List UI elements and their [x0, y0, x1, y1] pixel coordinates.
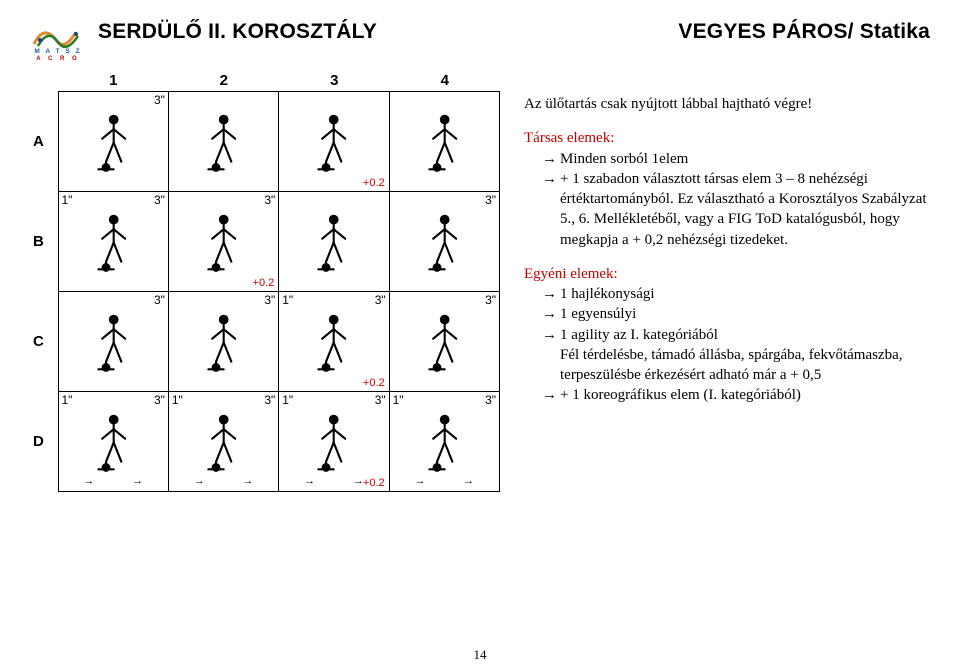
individual-elements-list: 1 hajlékonysági1 egyensúlyi1 agility az …: [524, 284, 930, 406]
transition-arrows: →→: [396, 475, 493, 487]
hold-right: 3": [154, 294, 165, 306]
transition-arrows: →→: [285, 475, 382, 487]
element-cell: 1" 3": [58, 192, 168, 292]
hold-right: 3": [154, 394, 165, 406]
hold-left: 1": [62, 194, 73, 206]
element-cell: [389, 92, 499, 192]
logo-text-top: M A T S Z: [34, 48, 81, 55]
pose-figure: [396, 210, 493, 277]
pose-figure: [396, 310, 493, 377]
pose-figure: [175, 210, 272, 277]
hold-left: 1": [393, 394, 404, 406]
element-cell: 1" 3" +0.2: [279, 292, 389, 392]
element-cell: 3": [389, 292, 499, 392]
difficulty-bonus: +0.2: [363, 177, 385, 189]
hold-right: 3": [154, 194, 165, 206]
row-label: D: [30, 392, 58, 492]
hold-right: 3": [375, 294, 386, 306]
col-num: 1: [58, 72, 169, 89]
pose-figure: [285, 110, 382, 177]
pose-figure: [65, 310, 162, 377]
titles: SERDÜLŐ II. KOROSZTÁLY VEGYES PÁROS/ Sta…: [98, 18, 930, 44]
list-item: Minden sorból 1elem: [542, 149, 930, 169]
pose-figure: [175, 310, 272, 377]
hold-right: 3": [485, 394, 496, 406]
row-label: B: [30, 192, 58, 292]
element-cell: [168, 92, 278, 192]
section-title-partner: Társas elemek:: [524, 128, 930, 148]
hold-left: 1": [172, 394, 183, 406]
lead-text: Az ülőtartás csak nyújtott lábbal hajtha…: [524, 94, 930, 114]
page-header: M A T S Z A C R O SERDÜLŐ II. KOROSZTÁLY…: [30, 18, 930, 62]
element-cell: 1" 3" →→: [389, 392, 499, 492]
hold-right: 3": [485, 294, 496, 306]
hold-left: 1": [282, 294, 293, 306]
hold-right: 3": [264, 394, 275, 406]
logo-text-bottom: A C R O: [36, 56, 79, 62]
list-item: 1 hajlékonysági: [542, 284, 930, 304]
element-table: 1 2 3 4 A 3": [30, 72, 500, 492]
hold-left: 1": [282, 394, 293, 406]
hold-right: 3": [264, 294, 275, 306]
requirements-text: Az ülőtartás csak nyújtott lábbal hajtha…: [524, 72, 930, 492]
pose-figure: [175, 110, 272, 177]
title-left: SERDÜLŐ II. KOROSZTÁLY: [98, 20, 377, 44]
logo: M A T S Z A C R O: [30, 18, 86, 62]
row-label: C: [30, 292, 58, 392]
element-cell: 3" +0.2: [168, 192, 278, 292]
list-item: + 1 koreográfikus elem (I. kategóriából): [542, 385, 930, 405]
page-number: 14: [0, 647, 960, 663]
transition-arrows: →→: [65, 475, 162, 487]
col-num: 2: [169, 72, 280, 89]
element-cell: 1" 3" →→: [58, 392, 168, 492]
hold-right: 3": [154, 94, 165, 106]
difficulty-bonus: +0.2: [253, 277, 275, 289]
col-num: 3: [279, 72, 390, 89]
pose-figure: [285, 210, 382, 277]
section-title-individual: Egyéni elemek:: [524, 264, 930, 284]
element-cell: [279, 192, 389, 292]
element-cell: 1" 3" →→: [168, 392, 278, 492]
element-cell: 3": [389, 192, 499, 292]
element-cell: 1"3" +0.2→→: [279, 392, 389, 492]
element-cell: +0.2: [279, 92, 389, 192]
transition-arrows: →→: [175, 475, 272, 487]
title-right: VEGYES PÁROS/ Statika: [678, 20, 930, 44]
pose-figure: [285, 410, 382, 477]
list-item: + 1 szabadon választott társas elem 3 – …: [542, 169, 930, 250]
elements-grid: A 3": [30, 91, 500, 492]
pose-figure: [65, 110, 162, 177]
list-item: 1 egyensúlyi: [542, 304, 930, 324]
pose-figure: [396, 410, 493, 477]
pose-figure: [175, 410, 272, 477]
element-cell: 3": [168, 292, 278, 392]
hold-left: 1": [62, 394, 73, 406]
difficulty-bonus: +0.2: [363, 377, 385, 389]
element-cell: 3": [58, 92, 168, 192]
pose-figure: [65, 210, 162, 277]
list-item: 1 agility az I. kategóriábólFél térdelés…: [542, 325, 930, 386]
pose-figure: [285, 310, 382, 377]
pose-figure: [65, 410, 162, 477]
column-headers: 1 2 3 4: [30, 72, 500, 89]
pose-figure: [396, 110, 493, 177]
hold-right: 3": [375, 394, 386, 406]
content: 1 2 3 4 A 3": [30, 72, 930, 492]
element-cell: 3": [58, 292, 168, 392]
col-num: 4: [390, 72, 501, 89]
hold-right: 3": [264, 194, 275, 206]
partner-elements-list: Minden sorból 1elem+ 1 szabadon választo…: [524, 149, 930, 250]
row-label: A: [30, 92, 58, 192]
hold-right: 3": [485, 194, 496, 206]
